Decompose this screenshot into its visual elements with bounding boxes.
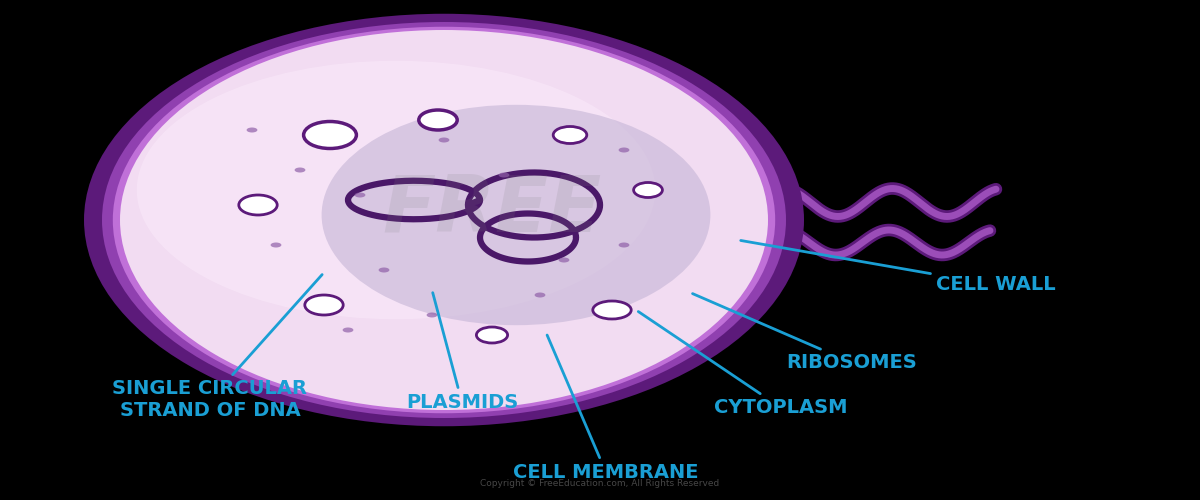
Ellipse shape: [322, 105, 710, 325]
Ellipse shape: [355, 192, 365, 198]
Ellipse shape: [619, 242, 629, 248]
Ellipse shape: [476, 327, 508, 343]
Ellipse shape: [439, 138, 449, 142]
Text: CELL MEMBRANE: CELL MEMBRANE: [514, 335, 698, 482]
Ellipse shape: [295, 168, 305, 172]
Ellipse shape: [102, 22, 786, 418]
Ellipse shape: [379, 268, 389, 272]
Ellipse shape: [271, 242, 281, 248]
Ellipse shape: [634, 182, 662, 198]
Ellipse shape: [247, 128, 257, 132]
Ellipse shape: [427, 312, 437, 318]
Ellipse shape: [419, 110, 457, 130]
Ellipse shape: [84, 14, 804, 426]
Text: SINGLE CIRCULAR
STRAND OF DNA: SINGLE CIRCULAR STRAND OF DNA: [113, 274, 322, 420]
Ellipse shape: [553, 126, 587, 144]
Text: RIBOSOMES: RIBOSOMES: [692, 294, 917, 372]
Text: FREE: FREE: [383, 172, 601, 248]
Ellipse shape: [535, 292, 545, 298]
Ellipse shape: [137, 61, 655, 319]
Ellipse shape: [305, 295, 343, 315]
Ellipse shape: [619, 148, 629, 152]
Text: PLASMIDS: PLASMIDS: [406, 292, 518, 412]
Ellipse shape: [559, 258, 570, 262]
Text: CELL WALL: CELL WALL: [740, 240, 1056, 294]
Ellipse shape: [343, 328, 353, 332]
Text: CYTOPLASM: CYTOPLASM: [638, 312, 847, 417]
Ellipse shape: [239, 195, 277, 215]
Text: Copyright © FreeEducation.com, All Rights Reserved: Copyright © FreeEducation.com, All Right…: [480, 478, 720, 488]
Ellipse shape: [304, 122, 356, 148]
Ellipse shape: [120, 30, 768, 410]
Ellipse shape: [113, 26, 775, 413]
Ellipse shape: [499, 172, 509, 178]
Ellipse shape: [593, 301, 631, 319]
